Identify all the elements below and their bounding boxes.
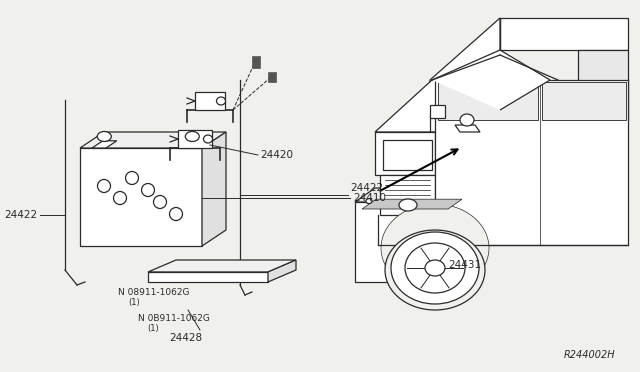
Ellipse shape	[366, 199, 372, 203]
Polygon shape	[92, 141, 116, 148]
Ellipse shape	[186, 131, 199, 141]
Ellipse shape	[460, 114, 474, 126]
Ellipse shape	[391, 232, 479, 304]
Ellipse shape	[125, 171, 138, 185]
Polygon shape	[148, 272, 268, 282]
Ellipse shape	[154, 196, 166, 208]
Polygon shape	[148, 260, 296, 272]
Polygon shape	[430, 105, 445, 118]
Polygon shape	[202, 132, 226, 246]
Polygon shape	[383, 140, 432, 170]
Text: (1): (1)	[148, 324, 159, 333]
Polygon shape	[195, 92, 225, 110]
Polygon shape	[180, 141, 205, 148]
Text: R244002H: R244002H	[563, 350, 615, 360]
Text: 24422: 24422	[4, 210, 37, 220]
Ellipse shape	[405, 243, 465, 293]
Polygon shape	[362, 199, 462, 209]
Text: (1): (1)	[129, 298, 140, 307]
Text: N 0B911-1062G: N 0B911-1062G	[138, 314, 209, 323]
Polygon shape	[542, 82, 626, 120]
Polygon shape	[455, 188, 475, 282]
Ellipse shape	[385, 230, 485, 310]
Polygon shape	[455, 125, 480, 132]
Ellipse shape	[97, 180, 111, 192]
Polygon shape	[432, 50, 550, 110]
Polygon shape	[355, 202, 455, 282]
Polygon shape	[80, 148, 202, 246]
Polygon shape	[578, 50, 628, 120]
Text: 24428: 24428	[170, 333, 203, 343]
Polygon shape	[375, 80, 500, 132]
Polygon shape	[438, 82, 538, 120]
Ellipse shape	[399, 199, 417, 211]
Ellipse shape	[113, 192, 127, 205]
Ellipse shape	[204, 135, 212, 143]
Polygon shape	[178, 130, 212, 148]
Polygon shape	[430, 18, 500, 115]
Text: 24410: 24410	[353, 193, 386, 203]
Text: 24420: 24420	[260, 150, 293, 160]
Ellipse shape	[216, 97, 225, 105]
Polygon shape	[252, 56, 260, 68]
Polygon shape	[375, 132, 435, 175]
Ellipse shape	[97, 131, 111, 141]
Ellipse shape	[425, 260, 445, 276]
Polygon shape	[268, 72, 276, 82]
Ellipse shape	[170, 208, 182, 221]
Polygon shape	[355, 188, 475, 202]
Text: 24422: 24422	[350, 183, 383, 193]
Ellipse shape	[381, 204, 489, 292]
Polygon shape	[500, 18, 628, 50]
Polygon shape	[435, 80, 628, 245]
Text: 24431: 24431	[448, 260, 481, 270]
Ellipse shape	[141, 183, 154, 196]
Polygon shape	[268, 260, 296, 282]
Polygon shape	[80, 132, 226, 148]
Polygon shape	[380, 175, 435, 215]
Text: N 08911-1062G: N 08911-1062G	[118, 288, 190, 296]
